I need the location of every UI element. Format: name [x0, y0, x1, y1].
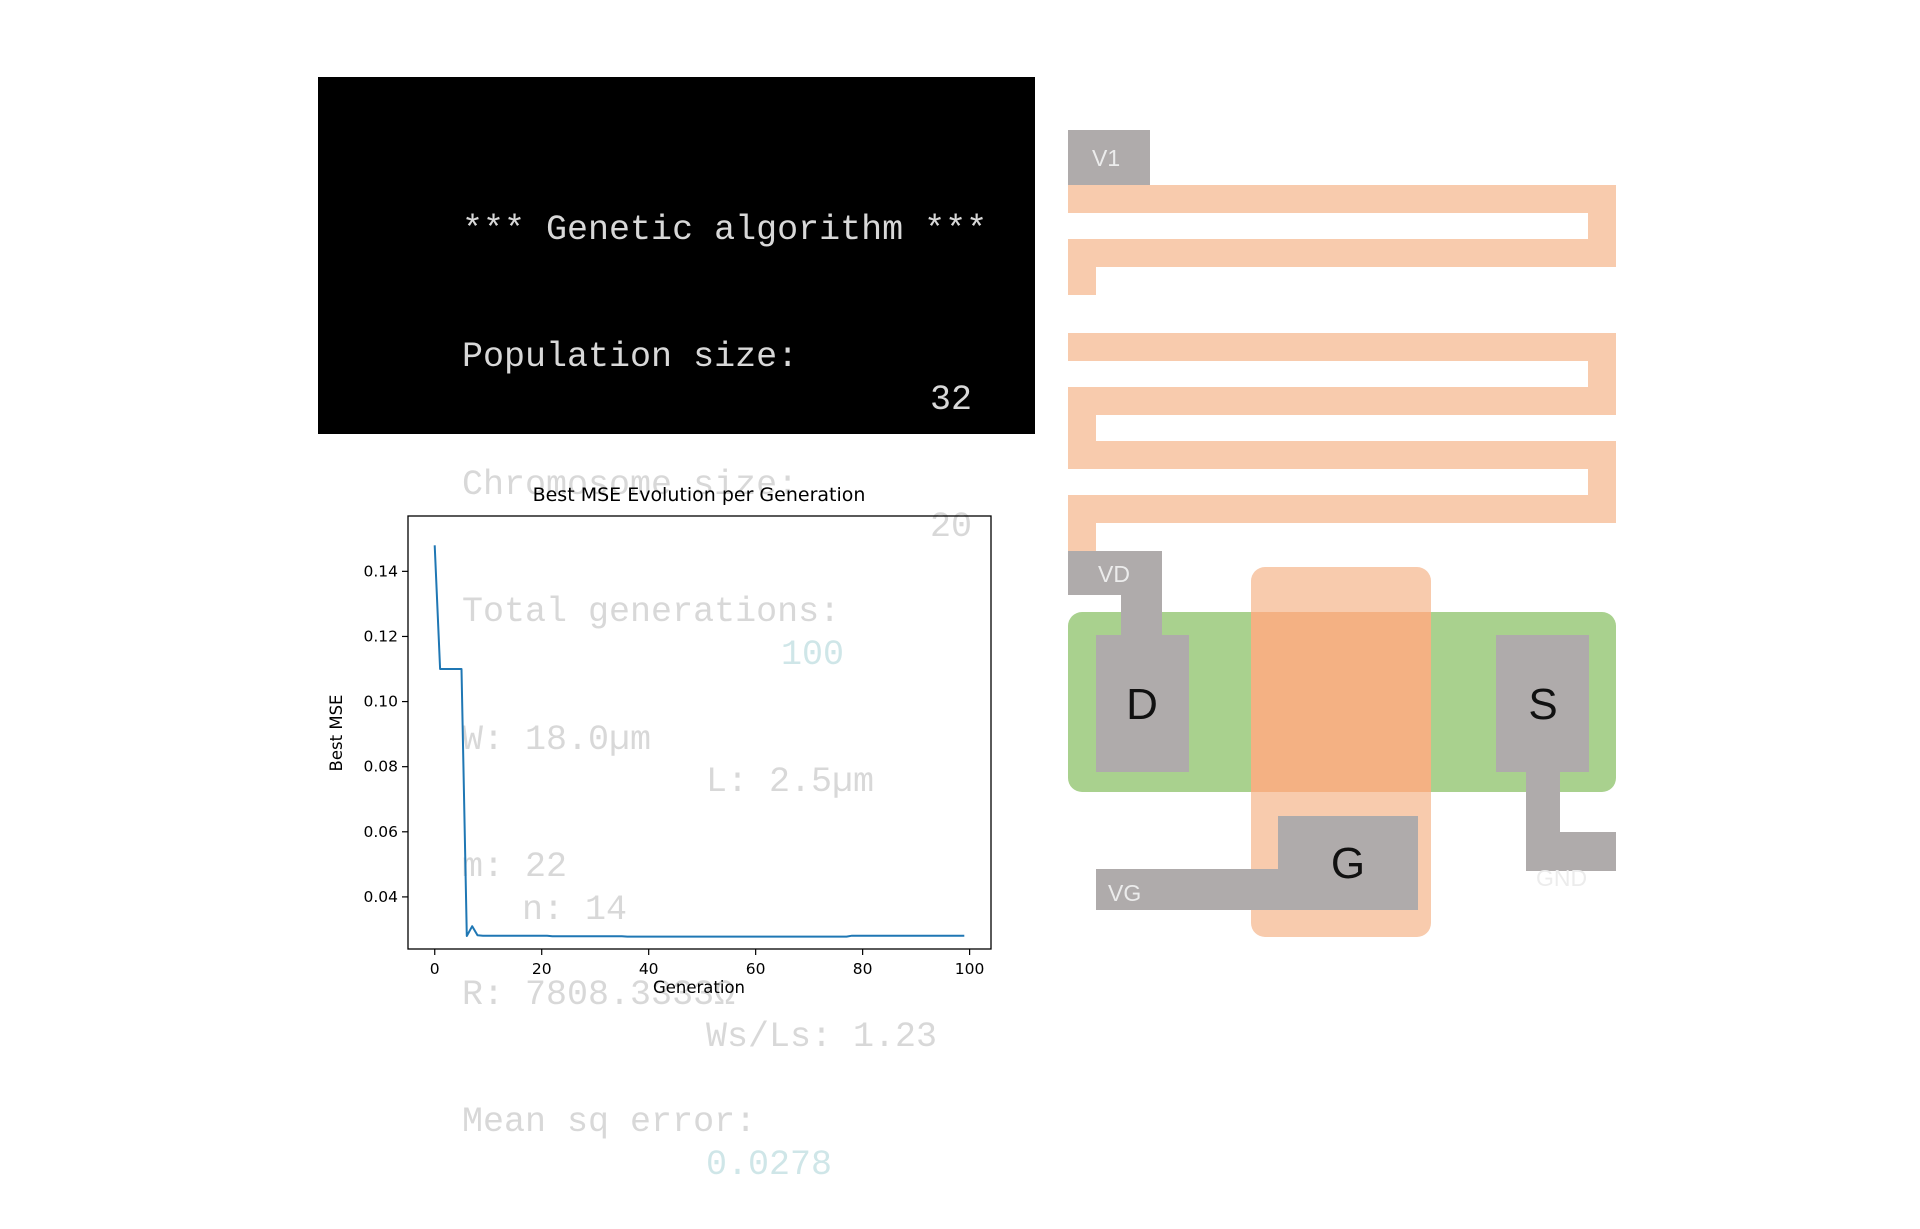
population-label: Population size: — [462, 337, 799, 377]
metal-contacts — [1068, 130, 1616, 910]
source-strap — [1526, 772, 1560, 832]
vd-label: VD — [1098, 561, 1130, 587]
x-axis-label: Generation — [653, 978, 745, 997]
mse-value: 0.0278 — [706, 1144, 833, 1185]
y-axis: 0.04 0.06 0.08 0.10 0.12 0.14 — [363, 562, 408, 906]
resistance-value: R: 7808.3333Ω — [462, 974, 736, 1015]
resistor-segment — [1068, 495, 1616, 523]
x-tick-label: 100 — [955, 960, 985, 978]
figure: *** Genetic algorithm *** Population siz… — [318, 77, 1628, 1185]
length-value: L: 2.5µm — [706, 762, 875, 802]
device-layout-svg: V1 VD VG GND D S G — [1068, 130, 1616, 937]
x-tick-label: 0 — [430, 960, 440, 978]
terminal-title: *** Genetic algorithm *** — [462, 209, 988, 250]
width-value: W: 18.0µm — [462, 719, 652, 760]
terminal-line-chromosome: Chromosome size: 20 — [336, 421, 1035, 548]
gate-label: G — [1331, 839, 1365, 888]
y-tick-label: 0.14 — [363, 562, 398, 580]
device-layout: V1 VD VG GND D S G — [1068, 127, 1628, 937]
pad-vg — [1096, 869, 1286, 910]
drain-strap — [1121, 595, 1162, 635]
pad-vd — [1068, 551, 1162, 595]
drain-contact — [1096, 635, 1189, 772]
generations-value: 100 — [781, 634, 845, 675]
terminal-line-width-length: W: 18.0µm L: 2.5µm — [336, 676, 1035, 803]
resistor-segment — [1068, 333, 1616, 361]
n-value: n: 14 — [522, 889, 628, 930]
y-axis-label: Best MSE — [327, 695, 346, 772]
resistor-segment — [1068, 441, 1616, 469]
resistor-segment — [1068, 495, 1096, 551]
chromosome-label: Chromosome size: — [462, 464, 799, 505]
mse-chart: Best MSE Evolution per Generation 0 20 40 6… — [320, 478, 1010, 1008]
resistor-segment — [1068, 387, 1616, 415]
y-tick-label: 0.10 — [363, 693, 398, 711]
mse-chart-svg: Best MSE Evolution per Generation 0 20 40 6… — [327, 484, 992, 997]
x-tick-label: 20 — [532, 960, 552, 978]
vg-label: VG — [1108, 880, 1141, 906]
y-tick-label: 0.08 — [363, 758, 398, 776]
source-label: S — [1528, 680, 1557, 729]
gate-channel — [1251, 612, 1431, 792]
terminal-line-m-n: m: 22 n: 14 — [336, 804, 1035, 930]
chromosome-value: 20 — [930, 507, 973, 547]
resistor-segment — [1068, 239, 1616, 267]
x-tick-label: 40 — [639, 960, 659, 978]
mse-label: Mean sq error: — [462, 1102, 757, 1142]
y-tick-label: 0.06 — [363, 823, 398, 841]
resistor-segment — [1068, 185, 1616, 213]
gnd-label: GND — [1536, 865, 1587, 891]
v1-label: V1 — [1092, 145, 1120, 171]
x-axis: 0 20 40 60 80 100 — [430, 949, 985, 978]
source-contact — [1496, 635, 1589, 772]
drain-label: D — [1126, 680, 1158, 729]
y-tick-label: 0.12 — [363, 627, 398, 645]
x-tick-label: 80 — [853, 960, 873, 978]
resistor-segment — [1068, 239, 1096, 295]
y-tick-label: 0.04 — [363, 888, 398, 906]
pad-v1 — [1068, 130, 1150, 185]
terminal-line-generations: Total generations: 100 — [336, 549, 1035, 675]
gate-contact — [1278, 816, 1418, 910]
m-value: m: 22 — [462, 847, 568, 887]
terminal-line-population: Population size: 32 — [336, 294, 1035, 420]
terminal-line-resistance: R: 7808.3333Ω Ws/Ls: 1.23 — [336, 931, 1035, 1058]
series-line-best-mse — [433, 545, 965, 938]
pad-gnd — [1526, 832, 1616, 871]
population-value: 32 — [930, 379, 973, 420]
x-tick-label: 60 — [746, 960, 766, 978]
plot-frame — [407, 515, 992, 950]
ratio-value: Ws/Ls: 1.23 — [706, 1017, 938, 1057]
terminal-output: *** Genetic algorithm *** Population siz… — [318, 77, 1035, 1185]
terminal-line-title: *** Genetic algorithm *** — [336, 166, 1035, 250]
generations-label: Total generations: — [462, 592, 841, 632]
chart-title: Best MSE Evolution per Generation — [533, 484, 866, 506]
